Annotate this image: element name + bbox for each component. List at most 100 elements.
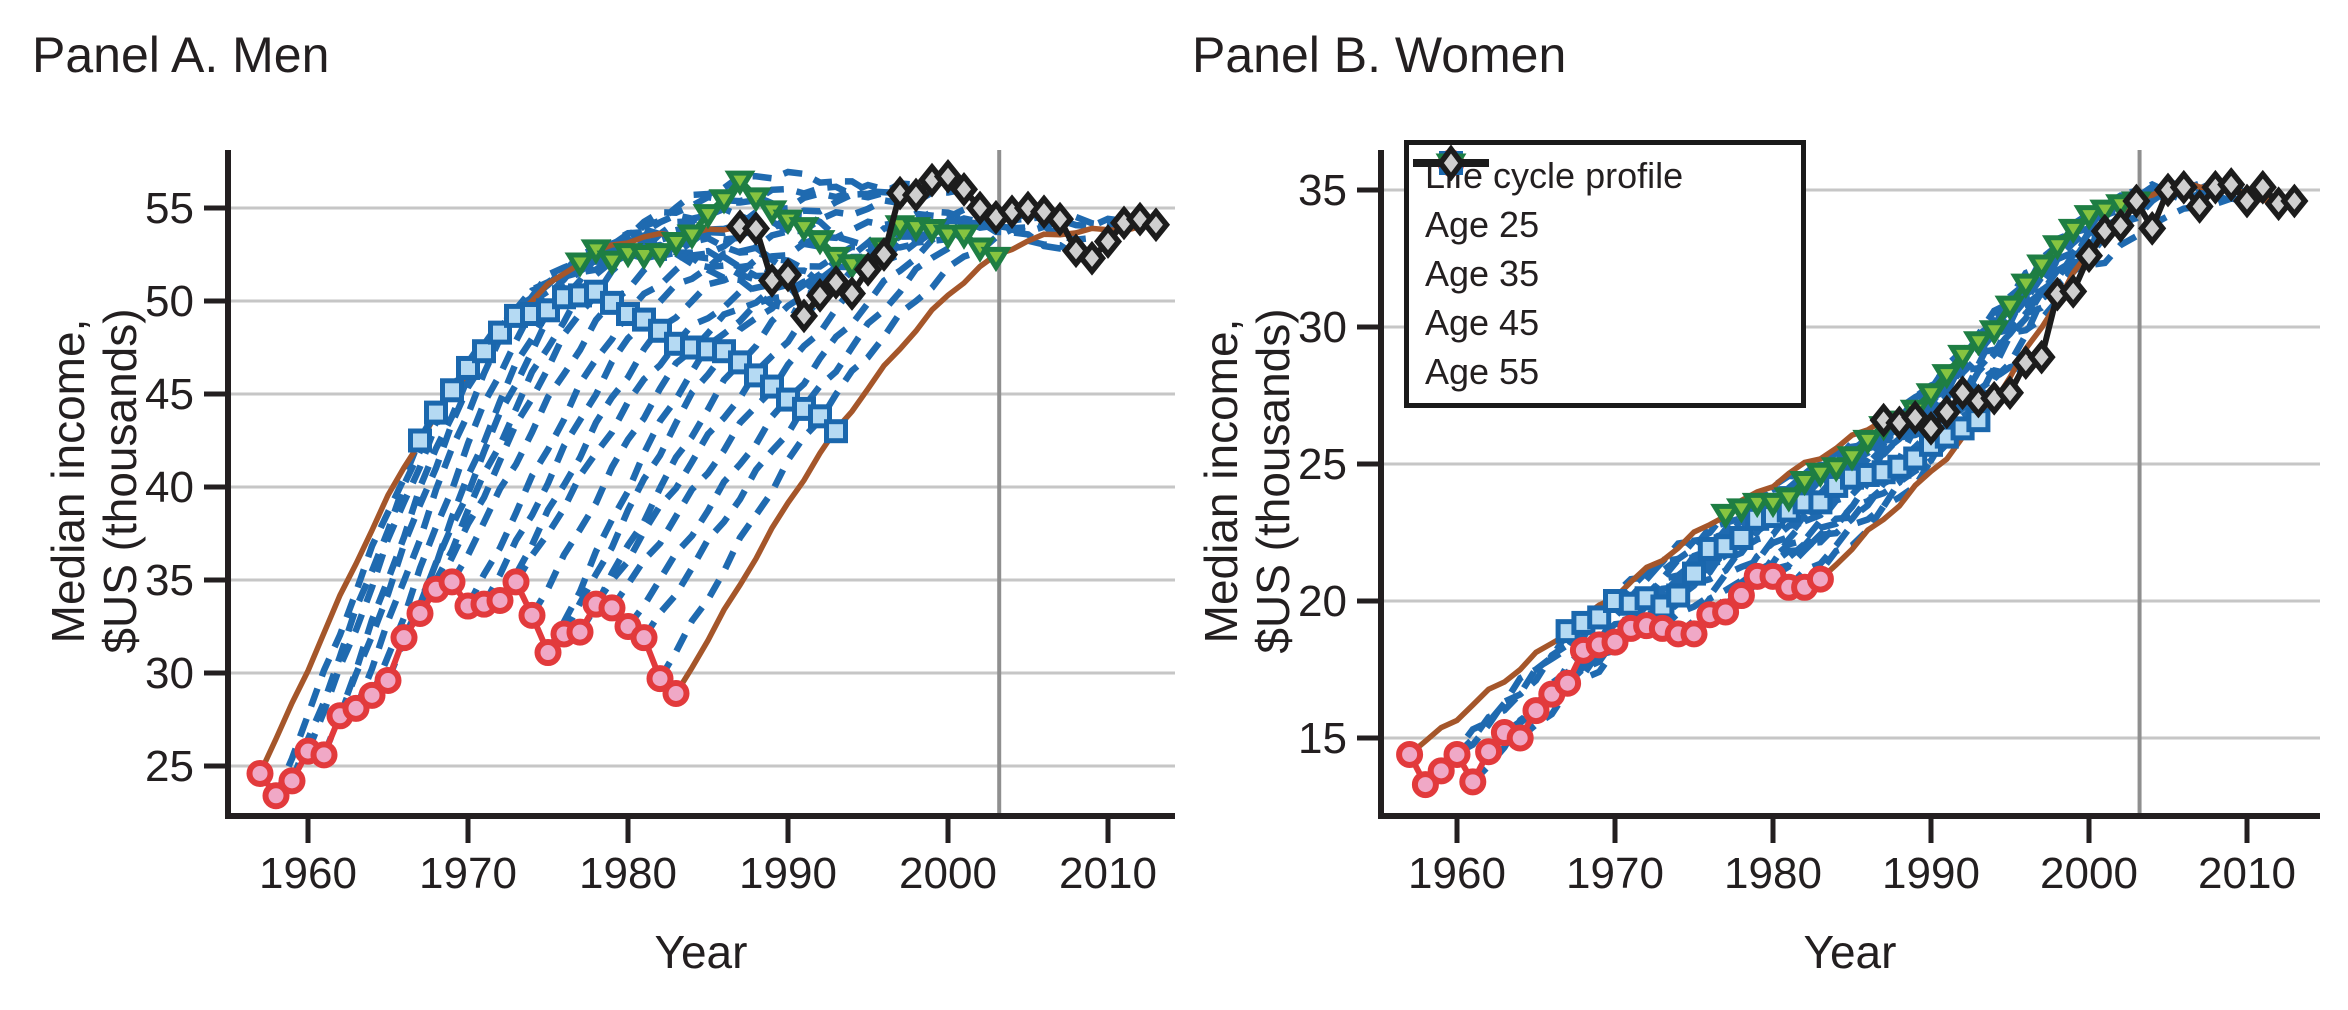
legend-item-age-55: Age 55 — [1413, 145, 1801, 392]
age-25-marker — [646, 665, 674, 693]
diamond-marker-icon — [1413, 145, 1489, 181]
age-55-marker — [2138, 210, 2167, 246]
legend-item-age-45: Age 45 — [1413, 153, 1801, 343]
age-45-marker — [708, 189, 740, 215]
life-cycle-profile-line — [433, 183, 917, 591]
age-25-marker — [502, 568, 530, 596]
panel-b-yaxis-label-line2: $US (thousands) — [1247, 308, 1299, 653]
age-45-marker — [1915, 383, 1947, 409]
age-55-marker — [837, 276, 867, 311]
age-45-marker — [1820, 457, 1852, 483]
age-25-marker — [1506, 724, 1534, 752]
life-cycle-profile-line — [513, 214, 998, 584]
life-cycle-profile-line — [304, 241, 789, 753]
age-25-marker — [1443, 740, 1471, 768]
y-tick-label: 30 — [1298, 303, 1347, 352]
x-tick-label: 1970 — [419, 849, 517, 898]
cohort-highlight-line — [673, 221, 1159, 697]
y-tick-label: 15 — [1298, 714, 1347, 763]
age-55-marker — [1916, 411, 1946, 446]
age-55-marker — [2217, 167, 2246, 202]
x-tick-label: 2010 — [2198, 849, 2296, 898]
age-25-marker — [662, 679, 690, 707]
age-55-marker — [949, 172, 979, 207]
age-45-marker — [724, 170, 756, 196]
age-25-marker — [1712, 598, 1740, 626]
age-25-marker — [1601, 628, 1629, 656]
y-tick-label: 25 — [1298, 440, 1347, 489]
life-cycle-profile-line — [1786, 176, 2264, 590]
x-tick-label: 1960 — [1408, 849, 1506, 898]
x-tick-label: 1960 — [259, 849, 357, 898]
age-25-marker — [518, 601, 546, 629]
age-55-marker — [2248, 169, 2277, 205]
age-55-marker — [1045, 201, 1075, 237]
age-45-marker — [1962, 331, 1994, 357]
age-45-marker — [980, 246, 1012, 273]
y-tick-label: 50 — [145, 277, 194, 326]
age-45-marker — [692, 204, 724, 230]
legend-item-age-25: Age 25 — [1413, 149, 1801, 245]
panel-a-title: Panel A. Men — [32, 27, 330, 83]
age-25-marker — [1411, 771, 1439, 799]
x-tick-label: 2010 — [1059, 849, 1157, 898]
panel-b-xaxis-label: Year — [1804, 926, 1897, 978]
age-35-marker — [1729, 525, 1754, 550]
age-45-marker — [564, 252, 596, 278]
age-25-marker — [566, 618, 594, 646]
y-tick-label: 35 — [145, 556, 194, 605]
age-55-marker — [821, 265, 851, 300]
age-25-marker — [1459, 768, 1487, 796]
life-cycle-profile-line — [561, 208, 1045, 636]
age-55-marker — [1995, 375, 2025, 411]
age-35-marker — [424, 400, 448, 425]
legend-label: Age 45 — [1425, 302, 1540, 343]
age-25-marker — [246, 759, 274, 787]
life-cycle-profile-line — [401, 192, 886, 640]
x-tick-label: 2000 — [899, 849, 997, 898]
age-25-marker — [390, 624, 418, 652]
legend-label: Age 25 — [1425, 204, 1540, 245]
age-25-marker — [1396, 740, 1424, 768]
age-45-marker — [1789, 470, 1821, 497]
age-35-marker — [408, 428, 432, 453]
age-25-marker — [1522, 697, 1550, 725]
x-tick-label: 1990 — [1882, 849, 1980, 898]
panel-b-plot-area — [1396, 167, 2309, 799]
age-45-marker — [1931, 364, 1963, 390]
life-cycle-profile-line — [1644, 222, 2123, 629]
age-45-marker — [1773, 487, 1805, 513]
age-45-marker — [2010, 273, 2042, 299]
y-tick-label: 35 — [1298, 166, 1347, 215]
age-55-marker — [1901, 400, 1930, 435]
age-45-marker — [1804, 462, 1836, 489]
x-tick-label: 1980 — [1724, 849, 1822, 898]
age-45-marker — [1836, 446, 1868, 472]
life-cycle-profile-line — [352, 234, 838, 710]
age-45-marker — [676, 224, 708, 250]
age-45-marker — [628, 245, 660, 271]
age-45-marker — [1725, 498, 1757, 524]
legend-item-age-35: Age 35 — [1413, 151, 1801, 294]
age-45-marker — [1947, 344, 1979, 371]
panel-b-yaxis-label-line1: Median income, — [1195, 319, 1247, 644]
legend: Life cycle profile Age 25 Age 35 Age 45 — [1404, 140, 1806, 408]
legend-label: Age 55 — [1425, 351, 1540, 392]
age-25-marker — [1680, 620, 1708, 648]
age-35-marker — [472, 339, 496, 364]
y-tick-label: 25 — [145, 742, 194, 791]
age-55-marker — [901, 177, 931, 213]
age-45-marker — [2089, 199, 2121, 225]
legend-label: Age 35 — [1425, 253, 1540, 294]
life-cycle-profile-line — [1755, 180, 2233, 579]
age-55-marker — [1077, 240, 1107, 276]
age-55-marker — [741, 211, 771, 246]
age-45-marker — [644, 243, 676, 269]
cohort-highlight-line — [1406, 417, 1887, 758]
age-55-marker — [2232, 183, 2262, 219]
age-45-marker — [1852, 429, 1884, 456]
panel-a-yaxis-label-line1: Median income, — [42, 319, 94, 644]
age-45-marker — [1994, 295, 2026, 321]
